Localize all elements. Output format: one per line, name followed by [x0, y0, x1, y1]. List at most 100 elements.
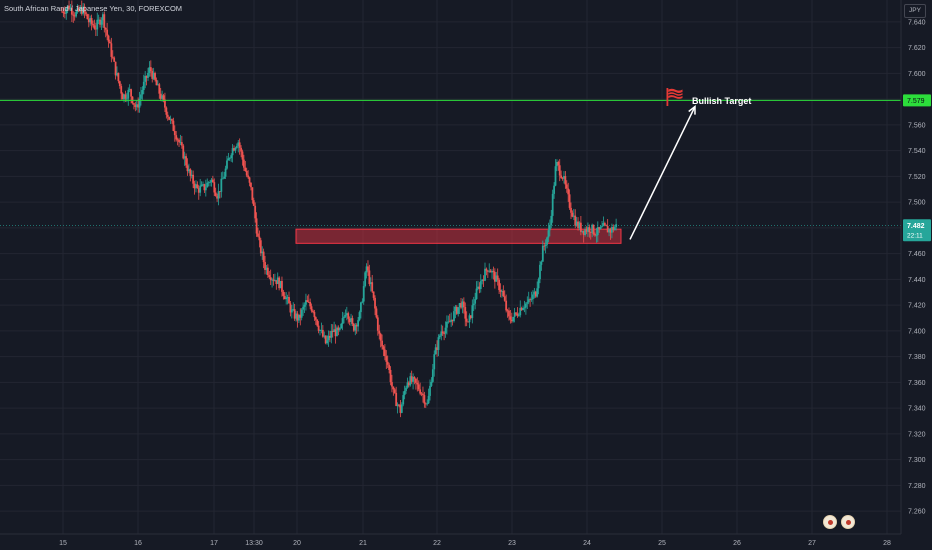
candle-body	[503, 296, 506, 301]
candle-body	[478, 286, 481, 290]
candle-body	[561, 177, 564, 179]
candle-body	[403, 390, 406, 396]
candle-body	[179, 142, 182, 143]
candle-body	[299, 314, 302, 318]
candle-body	[96, 19, 99, 30]
candle-body	[352, 323, 355, 331]
candle-body	[423, 395, 426, 404]
candle-body	[570, 207, 572, 213]
candle-body	[161, 95, 164, 99]
candle-body	[258, 236, 261, 241]
candle-body	[491, 270, 493, 273]
candle-body	[290, 309, 293, 313]
candle-body	[556, 161, 558, 167]
candle-body	[360, 302, 362, 313]
candle-body	[162, 95, 165, 100]
time-axis[interactable]: 15 16 17 13:30 20 21 22 23 24 25 26 27 28	[0, 533, 932, 550]
time-tick-label: 13:30	[245, 540, 263, 547]
candle-body	[76, 7, 79, 12]
candle-body	[336, 327, 338, 337]
candle-body	[419, 389, 422, 394]
candle-body	[196, 184, 199, 189]
candle-body	[438, 335, 441, 338]
bar-countdown-label: 22:11	[907, 232, 923, 239]
candle-body	[226, 160, 228, 169]
candle-body	[80, 7, 83, 14]
candle-body	[512, 316, 515, 322]
candle-body	[324, 335, 327, 344]
candle-body	[117, 72, 120, 82]
candle-body	[90, 18, 93, 24]
candle-body	[484, 268, 486, 281]
event-marker-icon[interactable]	[823, 515, 837, 529]
candle-body	[517, 315, 520, 317]
candle-body	[207, 182, 210, 184]
price-axis[interactable]: 7.6407.6207.6007.5807.5607.5407.5207.500…	[900, 0, 932, 550]
candle-body	[398, 404, 400, 406]
candle-body	[543, 245, 546, 247]
candle-body	[498, 279, 500, 291]
candle-body	[317, 325, 320, 331]
candle-body	[148, 67, 151, 73]
candle-body	[266, 267, 269, 276]
candle-body	[176, 139, 179, 141]
candle-body	[330, 330, 333, 338]
candle-body	[323, 335, 326, 337]
candle-body	[314, 317, 317, 320]
price-tick-label: 7.440	[908, 277, 926, 284]
price-tick-label: 7.380	[908, 354, 926, 361]
last-price-badge	[903, 219, 931, 242]
candle-body	[572, 215, 575, 217]
candle-body	[282, 291, 285, 296]
candle-body	[217, 191, 220, 199]
candle-body	[358, 312, 361, 321]
candle-body	[254, 205, 257, 219]
symbol-title[interactable]: South African Rand / Japanese Yen, 30, F…	[4, 4, 183, 13]
event-marker-icon[interactable]	[841, 515, 855, 529]
candle-body	[486, 270, 489, 272]
candle-body	[138, 98, 141, 108]
candle-body	[427, 395, 430, 404]
candle-body	[564, 176, 567, 185]
candle-body	[544, 244, 547, 247]
candle-body	[166, 114, 169, 117]
candle-body	[541, 245, 544, 262]
candle-body	[378, 330, 381, 334]
candle-body	[567, 188, 570, 195]
candle-body	[286, 297, 289, 298]
candle-body	[137, 104, 140, 108]
price-tick-label: 7.560	[908, 122, 926, 129]
candle-body	[245, 170, 248, 176]
time-tick-label: 24	[583, 540, 591, 547]
candle-body	[519, 307, 522, 316]
candle-body	[145, 75, 148, 78]
candle-body	[426, 403, 429, 405]
candle-body	[265, 267, 268, 270]
candle-body	[300, 309, 303, 318]
candle-body	[520, 307, 523, 311]
price-tick-label: 7.500	[908, 200, 926, 207]
candle-body	[275, 280, 278, 285]
candle-body	[444, 327, 447, 334]
candle-body	[292, 309, 295, 310]
candle-body	[548, 225, 551, 231]
candle-body	[173, 130, 176, 136]
candle-body	[501, 290, 503, 292]
candle-body	[259, 240, 262, 254]
candle-body	[296, 313, 299, 321]
candle-body	[302, 306, 305, 310]
candle-body	[109, 41, 111, 44]
currency-button[interactable]: JPY	[904, 4, 926, 18]
candle-body	[180, 142, 183, 146]
candle-body	[295, 313, 297, 319]
candle-body	[434, 347, 437, 355]
candle-body	[396, 404, 399, 407]
candle-body	[470, 315, 472, 319]
candle-body	[460, 303, 462, 308]
candle-body	[493, 272, 496, 282]
candle-body	[516, 313, 519, 316]
candle-body	[111, 56, 114, 58]
candle-body	[219, 191, 221, 193]
candle-body	[547, 230, 550, 238]
